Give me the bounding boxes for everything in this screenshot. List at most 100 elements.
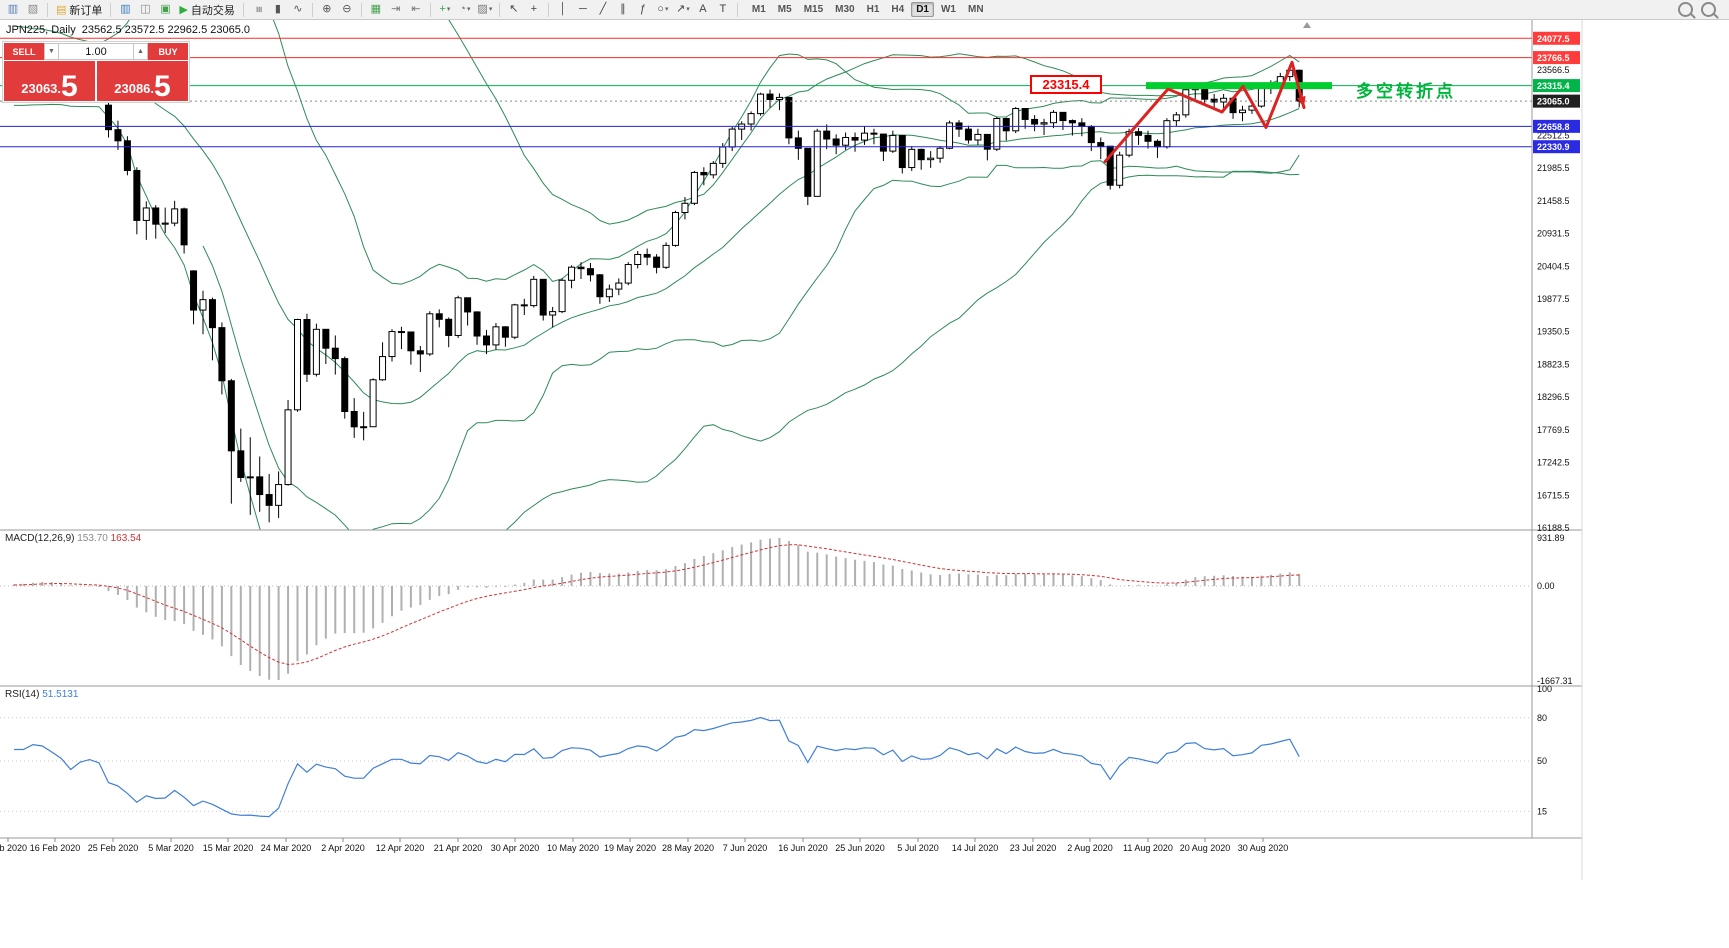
horizontal-line-objects[interactable] (0, 37, 1532, 148)
svg-text:21985.5: 21985.5 (1537, 163, 1570, 173)
periods-icon[interactable]: ◔ ▾ (459, 3, 471, 15)
timeframe-button-d1[interactable]: D1 (911, 2, 934, 17)
market-watch-icon[interactable]: ▥ (120, 3, 131, 15)
turning-point-label: 多空转折点 (1356, 82, 1456, 101)
volume-increase-button[interactable]: ▲ (133, 43, 148, 60)
svg-text:80: 80 (1537, 713, 1547, 723)
svg-text:23566.5: 23566.5 (1537, 65, 1570, 75)
svg-text:23766.5: 23766.5 (1537, 53, 1570, 63)
price-axis: 23566.523039.522512.521985.521458.520931… (1533, 31, 1580, 816)
svg-text:7 Jun 2020: 7 Jun 2020 (723, 843, 768, 853)
candlestick-chart-icon[interactable]: ▮ (274, 3, 281, 15)
svg-text:15 Mar 2020: 15 Mar 2020 (203, 843, 254, 853)
chevron-down-icon: ▾ (446, 6, 451, 13)
sell-button[interactable]: SELL (4, 43, 44, 60)
line-chart-icon[interactable]: ∿ (293, 3, 303, 15)
volume-input[interactable]: 1.00 (59, 43, 133, 60)
zoom-out-icon[interactable]: ⊖ (342, 3, 352, 15)
svg-text:16715.5: 16715.5 (1537, 490, 1570, 500)
timeframe-button-m15[interactable]: M15 (803, 4, 824, 15)
svg-text:18823.5: 18823.5 (1537, 359, 1570, 369)
sell-price-button[interactable]: 23063. 5 (4, 61, 95, 102)
fibonacci-icon[interactable]: ƒ (639, 3, 646, 15)
shift-marker-icon (1303, 22, 1311, 28)
channel-icon[interactable]: ∥ (620, 3, 626, 15)
toolbar-separator (360, 2, 362, 17)
toolbar-separator (547, 2, 549, 17)
timeframe-button-m5[interactable]: M5 (777, 4, 792, 15)
new-order-button-icon: ▤ (56, 4, 67, 16)
chart-window-icon[interactable]: ▥ (7, 3, 19, 15)
svg-text:30 Apr 2020: 30 Apr 2020 (491, 843, 540, 853)
svg-text:19350.5: 19350.5 (1537, 327, 1570, 337)
templates-icon[interactable]: ▨ ▾ (477, 3, 493, 15)
support-icon[interactable] (1701, 2, 1716, 17)
zoom-in-icon[interactable]: ⊕ (322, 3, 332, 15)
svg-text:21 Apr 2020: 21 Apr 2020 (434, 843, 483, 853)
svg-text:25 Jun 2020: 25 Jun 2020 (835, 843, 885, 853)
svg-text:0.00: 0.00 (1537, 581, 1555, 591)
timeframe-button-m1[interactable]: M1 (751, 4, 766, 15)
timeframe-button-mn[interactable]: MN (967, 4, 984, 15)
toolbar-separator (736, 2, 738, 17)
arrows-icon[interactable]: ↗ ▾ (676, 3, 690, 15)
cursor-icon[interactable]: ↖ (509, 3, 519, 15)
rsi-name: RSI(14) (5, 689, 40, 700)
chart-title: JPN225, Daily 23562.5 23572.5 22962.5 23… (6, 24, 251, 36)
buy-price-button[interactable]: 23086. 5 (97, 61, 188, 103)
vertical-line-icon[interactable]: │ (559, 3, 567, 15)
buy-price-big-digit: 5 (154, 70, 171, 103)
macd-name: MACD(12,26,9) (5, 533, 75, 544)
new-order-button[interactable]: ▤ 新订单 (52, 2, 106, 18)
auto-scroll-icon[interactable]: ⇥ (391, 3, 401, 15)
chart-shift-icon[interactable]: ⇤ (411, 3, 421, 15)
text-icon[interactable]: A (699, 3, 707, 15)
search-icon[interactable] (1678, 2, 1693, 17)
svg-text:28 May 2020: 28 May 2020 (662, 843, 714, 853)
svg-text:11 Aug 2020: 11 Aug 2020 (1123, 843, 1173, 853)
tile-windows-icon[interactable]: ▦ (370, 3, 382, 15)
autotrading-button[interactable]: ▶ 自动交易 (175, 2, 238, 18)
svg-text:20404.5: 20404.5 (1537, 261, 1570, 271)
trend-zigzag-annotation[interactable] (1103, 60, 1308, 164)
price-annotation-flag: 23315.4 (1030, 75, 1102, 94)
data-window-icon[interactable]: ◫ (140, 3, 151, 15)
candlesticks (10, 49, 1303, 523)
svg-text:22512.5: 22512.5 (1537, 130, 1570, 140)
svg-text:2 Apr 2020: 2 Apr 2020 (321, 843, 365, 853)
svg-text:19877.5: 19877.5 (1537, 294, 1570, 304)
svg-text:24077.5: 24077.5 (1537, 34, 1570, 44)
indicators-add-icon[interactable]: + ▾ (439, 3, 451, 15)
toolbar-separator (311, 2, 313, 17)
svg-text:25 Feb 2020: 25 Feb 2020 (88, 843, 139, 853)
trendline-icon[interactable]: ╱ (599, 3, 607, 15)
svg-text:21458.5: 21458.5 (1537, 196, 1570, 206)
svg-text:19 May 2020: 19 May 2020 (604, 843, 656, 853)
svg-text:16 Feb 2020: 16 Feb 2020 (30, 843, 81, 853)
chevron-down-icon: ▾ (466, 6, 471, 13)
svg-text:23315.4: 23315.4 (1537, 81, 1570, 91)
crosshair-icon[interactable]: + (530, 3, 538, 15)
bar-chart-icon[interactable]: ≡ (252, 6, 265, 13)
timeframe-button-h1[interactable]: H1 (866, 4, 880, 15)
svg-text:12 Apr 2020: 12 Apr 2020 (376, 843, 425, 853)
rsi-value: 51.5131 (42, 689, 79, 700)
navigator-icon[interactable]: ▣ (160, 3, 171, 15)
svg-text:17769.5: 17769.5 (1537, 425, 1570, 435)
camera-icon[interactable]: ▧ (27, 3, 39, 15)
new-order-button-label: 新订单 (69, 4, 103, 17)
autotrading-button-icon: ▶ (179, 4, 188, 16)
svg-text:14 Jul 2020: 14 Jul 2020 (952, 843, 999, 853)
volume-decrease-button[interactable]: ▼ (44, 43, 59, 60)
horizontal-line-icon[interactable]: ─ (578, 3, 587, 15)
timeframe-button-m30[interactable]: M30 (835, 4, 855, 15)
buy-button[interactable]: BUY (148, 43, 188, 60)
text-label-icon[interactable]: T (719, 3, 727, 15)
timeframe-button-w1[interactable]: W1 (940, 4, 956, 15)
shapes-icon[interactable]: ○ ▾ (657, 3, 669, 15)
timeframe-button-h4[interactable]: H4 (891, 4, 905, 15)
macd-value-signal: 163.54 (110, 533, 142, 544)
chevron-down-icon: ▾ (686, 6, 690, 13)
svg-text:16188.5: 16188.5 (1537, 523, 1570, 533)
